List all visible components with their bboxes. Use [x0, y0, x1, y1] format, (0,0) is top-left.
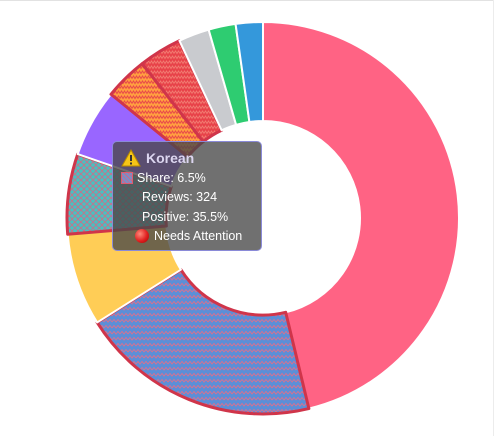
- donut-slice-10[interactable]: [234, 21, 264, 123]
- tooltip-share-row: Share: 6.5%: [121, 168, 253, 188]
- donut-slice-1[interactable]: [262, 21, 460, 410]
- tooltip-title: Korean: [146, 150, 195, 166]
- tooltip-reviews-row: Reviews: 324: [121, 188, 253, 208]
- tooltip-positive-row: Positive: 35.5%: [121, 207, 253, 227]
- warning-icon: [121, 149, 141, 167]
- tooltip-share: Share: 6.5%: [137, 170, 206, 185]
- tooltip-positive: Positive: 35.5%: [142, 209, 229, 224]
- series-swatch-icon: [121, 171, 133, 184]
- top-border: [0, 0, 494, 1]
- tooltip-status: Needs Attention: [154, 229, 243, 244]
- chart-tooltip: Korean Share: 6.5% Reviews: 324 Positive…: [112, 141, 262, 251]
- donut-slice-2[interactable]: [95, 268, 311, 416]
- red-circle-icon: [135, 229, 149, 244]
- tooltip-status-row: Needs Attention: [121, 227, 253, 247]
- tooltip-reviews: Reviews: 324: [142, 190, 218, 205]
- tooltip-title-row: Korean: [121, 148, 253, 168]
